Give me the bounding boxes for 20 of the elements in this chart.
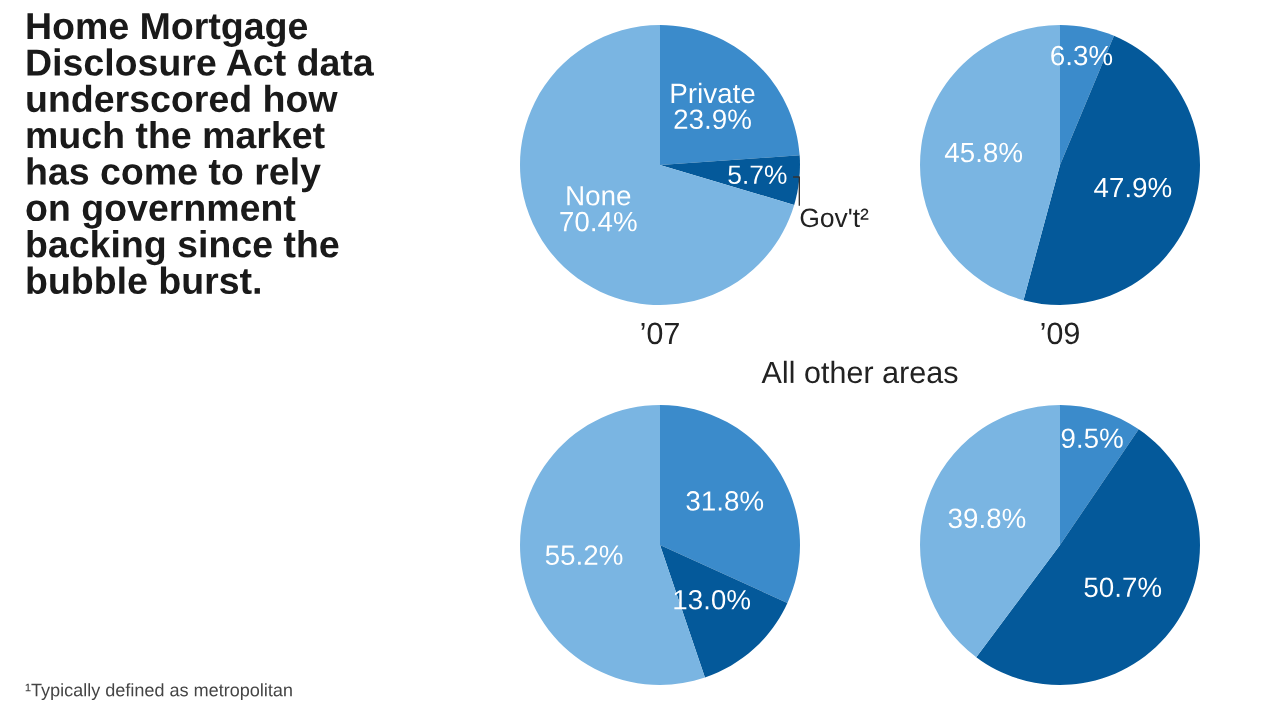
text: ¹Typically defined as metropolitan — [25, 683, 292, 700]
data-label: 6.3% — [1051, 45, 1113, 66]
data-label: 13.0% — [674, 589, 751, 610]
data-label: 5.7% — [728, 165, 787, 185]
data-label: 23.9% — [674, 109, 751, 130]
text: Home Mortgage Disclosure Act data underscored how much the market has come to rely on government backing since the bubble burst. — [26, 13, 374, 295]
data-label: 47.9% — [1094, 177, 1172, 198]
data-label: 45.8% — [944, 142, 1023, 163]
text: ’07 — [641, 322, 679, 345]
slice-label: None — [567, 186, 631, 206]
data-label: 9.5% — [1061, 428, 1123, 449]
slice-label: Gov't² — [800, 208, 869, 228]
data-label: 55.2% — [545, 545, 623, 565]
text: ’09 — [1041, 322, 1079, 345]
chart-title: All other areas — [761, 360, 958, 384]
data-label: 31.8% — [686, 491, 764, 511]
data-label: 70.4% — [560, 211, 637, 232]
data-label: 50.7% — [1084, 577, 1162, 598]
slice-label: Private — [671, 82, 755, 104]
data-label: 39.8% — [948, 508, 1026, 529]
